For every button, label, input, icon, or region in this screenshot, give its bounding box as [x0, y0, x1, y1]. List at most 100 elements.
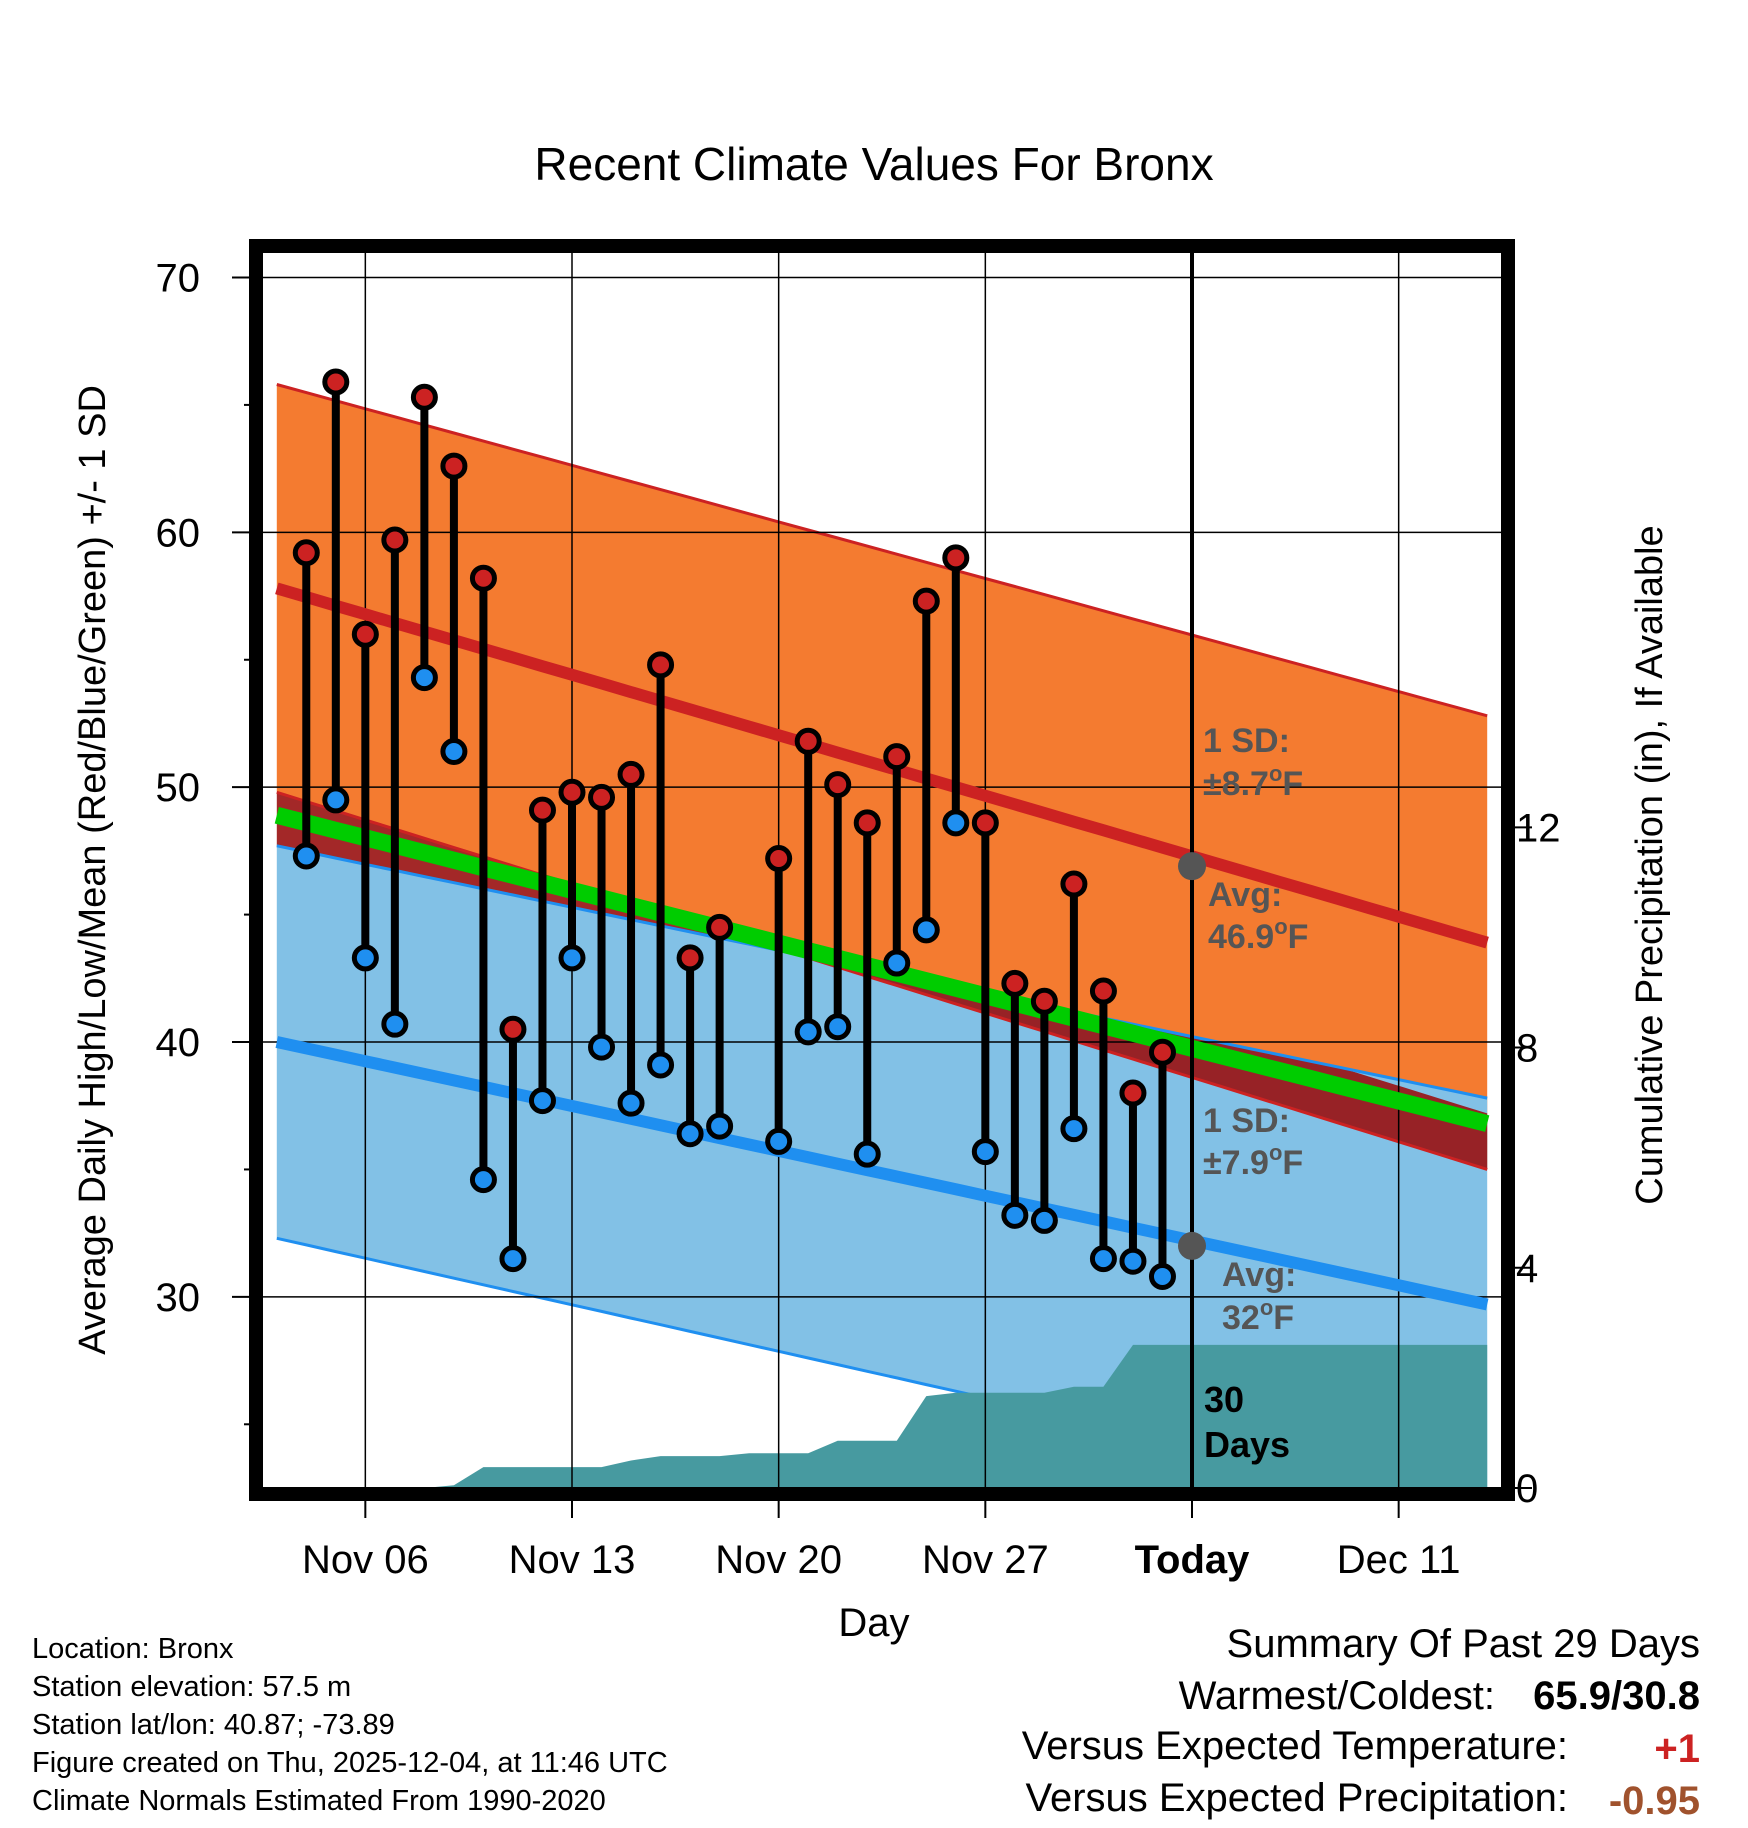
x-tick-label: Today — [1135, 1538, 1251, 1582]
high-sd-upper-line — [276, 383, 1488, 718]
daily-high-point — [706, 913, 734, 941]
daily-high-point — [1060, 870, 1088, 898]
normal-high-line — [275, 582, 1489, 949]
daily-high-point — [1119, 1079, 1147, 1107]
high-sd-lower-line — [276, 790, 1488, 1171]
today-high-marker — [1178, 852, 1206, 881]
daily-low-point — [824, 1013, 852, 1041]
precip-value: -0.95 — [1608, 1779, 1700, 1823]
y-tick-label: 60 — [156, 511, 201, 555]
daily-low-point — [558, 944, 586, 972]
y-tick-label: 70 — [156, 256, 201, 300]
daily-high-point — [647, 651, 675, 679]
y2-axis-label: Cumulative Precipitation (in), If Availa… — [1629, 525, 1671, 1204]
y-axis-label: Average Daily High/Low/Mean (Red/Blue/Gr… — [72, 385, 114, 1355]
warmest-label: Warmest/Coldest: — [1178, 1674, 1495, 1718]
x-tick-label: Nov 20 — [715, 1538, 842, 1582]
daily-high-point — [883, 743, 911, 771]
daily-low-point — [292, 842, 320, 870]
elevation-text: Station elevation: 57.5 m — [32, 1671, 352, 1703]
daily-high-point — [588, 783, 616, 811]
daily-low-point — [706, 1112, 734, 1140]
daily-high-point — [322, 368, 350, 396]
high-sd-label: 1 SD: — [1203, 722, 1290, 760]
warmest-value: 65.9/30.8 — [1533, 1674, 1700, 1718]
x-tick-label: Nov 06 — [302, 1538, 429, 1582]
y2-tick-label: 0 — [1516, 1467, 1538, 1511]
daily-low-point — [1030, 1206, 1058, 1234]
normal-low-line — [275, 1036, 1489, 1311]
daily-high-point — [440, 452, 468, 480]
daily-high-point — [765, 845, 793, 873]
daily-low-point — [528, 1087, 556, 1115]
daily-high-point — [410, 383, 438, 411]
station-info: Location: Bronx Station elevation: 57.5 … — [32, 1630, 668, 1820]
x-axis-label: Day — [838, 1601, 909, 1645]
daily-low-point — [322, 786, 350, 814]
daily-low-point — [971, 1138, 999, 1166]
daily-high-point — [381, 526, 409, 554]
precip-area — [276, 1344, 1488, 1488]
low-avg-value: 32oF — [1222, 1295, 1294, 1337]
high-sd-band — [276, 384, 1488, 1170]
daily-low-point — [942, 809, 970, 837]
window-value: 30 — [1204, 1379, 1244, 1420]
plot-area — [262, 252, 1502, 1488]
y2-tick-label: 4 — [1516, 1247, 1538, 1291]
y2-tick-label: 8 — [1516, 1027, 1538, 1071]
x-tick-label: Dec 11 — [1337, 1538, 1461, 1582]
daily-low-point — [853, 1140, 881, 1168]
daily-low-point — [499, 1245, 527, 1273]
low-sd-band — [276, 845, 1488, 1488]
daily-low-point — [912, 916, 940, 944]
daily-high-point — [1089, 977, 1117, 1005]
daily-low-point — [1148, 1262, 1176, 1290]
daily-high-point — [1030, 987, 1058, 1015]
daily-high-point — [499, 1015, 527, 1043]
high-sd-value: ±8.7oF — [1203, 761, 1303, 803]
daily-low-point — [765, 1127, 793, 1155]
y2-tick-label: 12 — [1516, 806, 1561, 850]
today-low-marker — [1178, 1231, 1206, 1260]
normals-text: Climate Normals Estimated From 1990-2020 — [32, 1785, 606, 1817]
daily-high-point — [971, 809, 999, 837]
window-unit: Days — [1204, 1424, 1290, 1465]
low-sd-label: 1 SD: — [1203, 1102, 1290, 1140]
high-avg-value: 46.9oF — [1208, 914, 1308, 956]
y-tick-label: 30 — [156, 1276, 201, 1320]
daily-high-point — [912, 587, 940, 615]
temp-value: +1 — [1654, 1727, 1700, 1771]
daily-high-point — [942, 544, 970, 572]
x-tick-label: Nov 27 — [922, 1538, 1049, 1582]
latlon-text: Station lat/lon: 40.87; -73.89 — [32, 1709, 395, 1741]
daily-high-point — [469, 564, 497, 592]
daily-low-point — [469, 1166, 497, 1194]
daily-high-point — [558, 778, 586, 806]
daily-low-point — [588, 1033, 616, 1061]
daily-high-point — [528, 796, 556, 824]
daily-low-point — [676, 1120, 704, 1148]
daily-low-point — [883, 949, 911, 977]
daily-low-point — [1089, 1245, 1117, 1273]
daily-high-point — [292, 539, 320, 567]
daily-low-point — [410, 664, 438, 692]
daily-low-point — [1060, 1115, 1088, 1143]
daily-low-point — [381, 1010, 409, 1038]
daily-low-point — [617, 1089, 645, 1117]
plot-frame — [249, 239, 1515, 1501]
created-text: Figure created on Thu, 2025-12-04, at 11… — [32, 1747, 668, 1779]
daily-low-point — [794, 1018, 822, 1046]
precip-label: Versus Expected Precipitation: — [1025, 1776, 1568, 1820]
normal-mean-line — [274, 806, 1490, 1132]
daily-high-point — [853, 809, 881, 837]
daily-high-point — [351, 620, 379, 648]
high-avg-label: Avg: — [1208, 876, 1282, 914]
daily-low-point — [440, 737, 468, 765]
y-tick-label: 50 — [156, 766, 201, 810]
daily-high-point — [824, 771, 852, 799]
low-sd-value: ±7.9oF — [1203, 1140, 1303, 1182]
y-tick-label: 40 — [156, 1021, 201, 1065]
daily-high-point — [1001, 969, 1029, 997]
daily-low-point — [1119, 1247, 1147, 1275]
